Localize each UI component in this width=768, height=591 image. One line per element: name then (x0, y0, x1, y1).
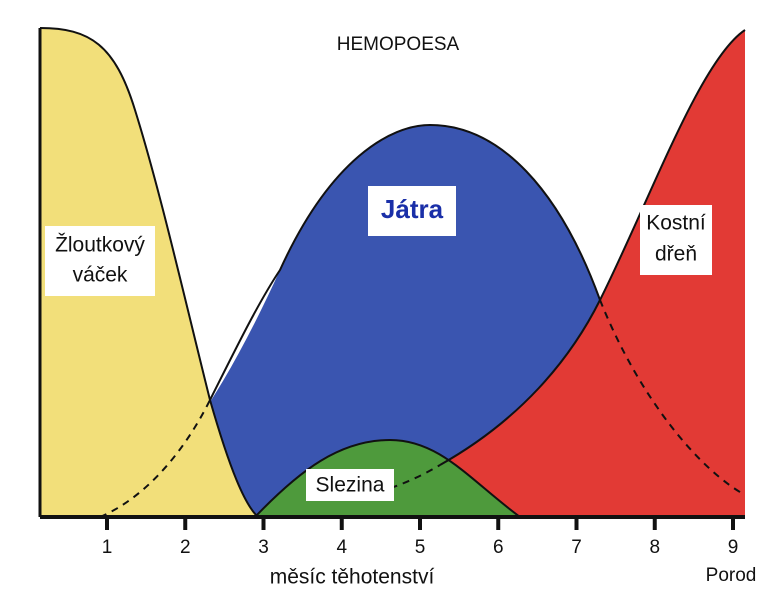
label-box (640, 205, 712, 275)
axis-label: měsíc těhotenství (270, 566, 435, 589)
region-label: Kostní (646, 212, 706, 235)
region-label: Játra (381, 194, 444, 224)
tick-label: 3 (258, 537, 269, 558)
tick-label: 6 (493, 537, 504, 558)
tick-label: 4 (336, 537, 347, 558)
outlines (39, 27, 746, 518)
bone-marrow-area (255, 30, 745, 517)
birth-label: Porod (706, 565, 757, 586)
tick-label: 5 (415, 537, 426, 558)
liver-dashed-left (99, 399, 211, 518)
region-label: Žloutkový (55, 234, 145, 257)
tick-label: 7 (571, 537, 582, 558)
yolk-sac-curve (39, 27, 259, 518)
bone-marrow-dashed (339, 464, 441, 501)
bone-marrow-curve (439, 29, 746, 466)
title: HEMOPOESA (337, 34, 460, 55)
region-label: váček (73, 264, 128, 287)
label-box (368, 186, 456, 236)
label-box (306, 469, 394, 501)
tick-label: 8 (649, 537, 660, 558)
liver-dashed-right (599, 299, 746, 496)
region-label: Slezina (316, 474, 385, 497)
tick-label: 1 (102, 537, 113, 558)
tick-label: 9 (728, 537, 739, 558)
spleen-curve (254, 438, 521, 518)
label-box (45, 226, 155, 296)
region-label: dřeň (655, 243, 697, 266)
liver-curve (209, 123, 601, 401)
tick-label: 2 (180, 537, 191, 558)
